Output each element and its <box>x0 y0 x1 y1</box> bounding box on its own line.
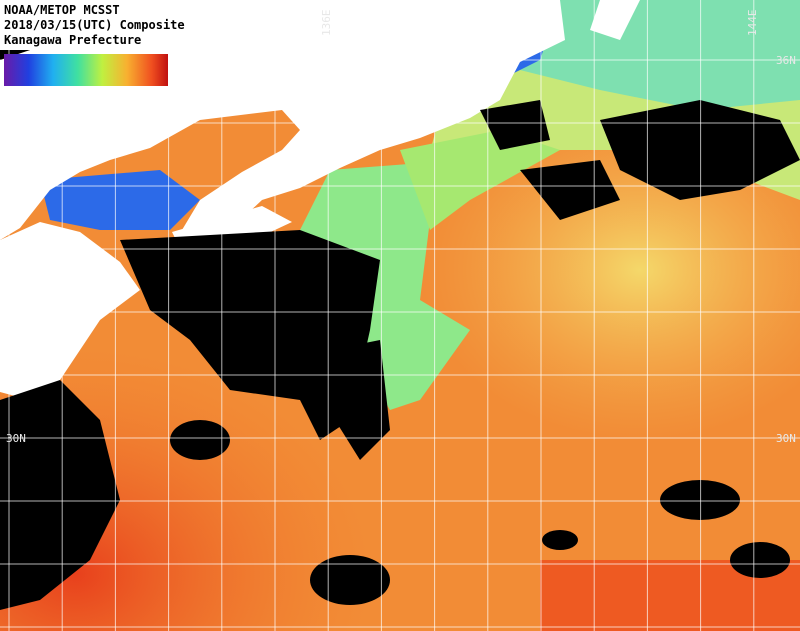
lat-label: 30N <box>776 432 796 445</box>
lon-label: 144E <box>746 10 759 37</box>
lat-label: 30N <box>6 432 26 445</box>
header-line: Kanagawa Prefecture <box>4 33 141 47</box>
header-line: NOAA/METOP MCSST <box>4 3 120 17</box>
lat-label: 36N <box>776 54 796 67</box>
header-line: 2018/03/15(UTC) Composite <box>4 18 185 32</box>
lon-label: 136E <box>320 10 333 37</box>
colorbar <box>4 54 168 86</box>
grid-labels: 136E 144E 36N 30N 30N <box>6 10 796 446</box>
header: NOAA/METOP MCSST 2018/03/15(UTC) Composi… <box>0 0 185 50</box>
